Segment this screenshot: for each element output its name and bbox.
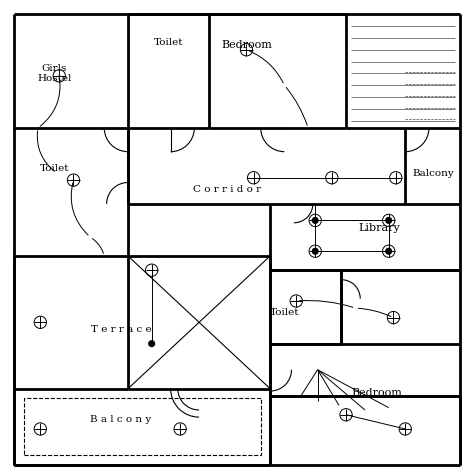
Circle shape [312, 218, 318, 223]
Circle shape [386, 248, 392, 254]
Circle shape [312, 248, 318, 254]
Text: B a l c o n y: B a l c o n y [90, 415, 152, 424]
Text: T e r r a c e: T e r r a c e [91, 325, 151, 334]
Text: Girls
Hostel: Girls Hostel [37, 64, 72, 83]
Circle shape [386, 218, 392, 223]
Text: Toilet: Toilet [154, 38, 183, 47]
Bar [24, 398, 261, 455]
Text: Bedroom: Bedroom [351, 388, 402, 399]
Circle shape [149, 341, 155, 346]
Text: Library: Library [358, 222, 400, 233]
Text: Toilet: Toilet [270, 309, 299, 317]
Text: C o r r i d o r: C o r r i d o r [193, 185, 262, 194]
Text: Balcony: Balcony [413, 169, 455, 177]
Text: Bedroom: Bedroom [221, 40, 272, 50]
Text: Toilet: Toilet [40, 164, 69, 173]
